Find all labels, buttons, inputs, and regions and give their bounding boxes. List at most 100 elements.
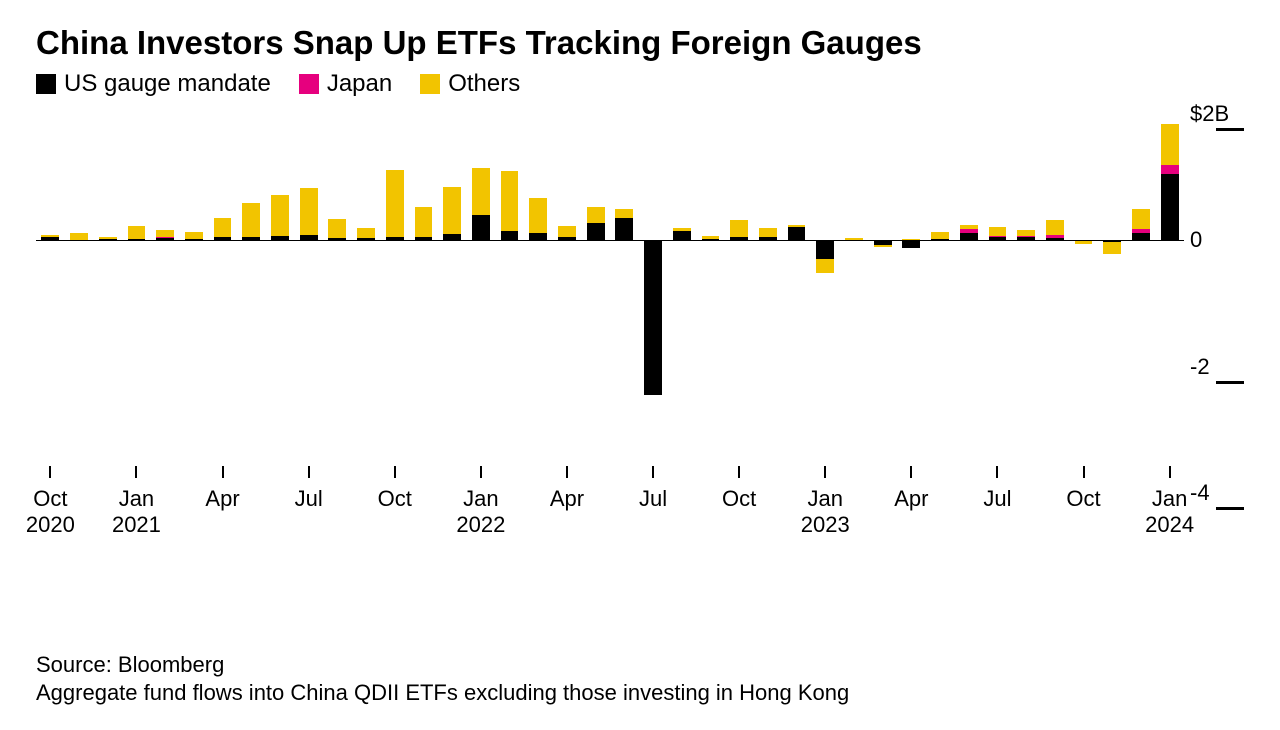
bar-segment-others [673,228,691,231]
bar-column [874,108,892,518]
x-tick-label: Jan 2021 [112,486,161,539]
bar-segment-others [529,198,547,233]
bar-column [1132,108,1150,518]
bar-column [1017,108,1035,518]
bar-segment-others [759,228,777,237]
bar-segment-others [214,218,232,237]
y-tick-label: $2B [1190,101,1244,127]
bar-column [386,108,404,518]
bar-column [673,108,691,518]
bar-column [989,108,1007,518]
bar-segment-others [615,209,633,218]
bar-segment-japan [960,229,978,233]
bar-segment-us [615,218,633,240]
bar-segment-others [328,219,346,238]
bar-column [1161,108,1179,518]
y-tick-mark [1216,128,1244,131]
bar-segment-japan [989,236,1007,237]
bar-segment-others [587,207,605,223]
bar-segment-others [558,226,576,237]
bar-column [587,108,605,518]
bar-column [529,108,547,518]
bar-segment-us [1132,233,1150,241]
bar-column [70,108,88,518]
bar-segment-japan [1017,236,1035,237]
bar-column [99,108,117,518]
bar-segment-others [816,259,834,273]
x-tick-mark [1083,466,1085,478]
bar-column [816,108,834,518]
bar-column [788,108,806,518]
bar-segment-us [587,223,605,241]
chart-plot-wrap: $2B0-2-4 Oct 2020Jan 2021AprJulOctJan 20… [36,108,1244,578]
bar-segment-us [529,233,547,241]
bar-segment-us [1161,174,1179,240]
bar-segment-others [185,232,203,238]
bar-segment-others [386,170,404,236]
bar-segment-others [415,207,433,237]
bar-segment-others [1132,209,1150,229]
y-tick-label: -4 [1190,480,1244,506]
bar-segment-others [501,171,519,231]
bar-segment-others [128,226,146,239]
chart-footer: Source: Bloomberg Aggregate fund flows i… [36,651,849,708]
x-tick-mark [49,466,51,478]
x-tick-label: Jan 2024 [1145,486,1194,539]
x-tick-label: Jan 2022 [456,486,505,539]
bar-segment-others [472,168,490,215]
x-tick-mark [910,466,912,478]
x-tick-label: Oct [1066,486,1100,512]
bar-segment-us [673,231,691,240]
bar-column [443,108,461,518]
bar-segment-us [644,240,662,395]
bar-column [702,108,720,518]
bar-segment-others [874,245,892,248]
x-tick-mark [480,466,482,478]
bar-segment-others [156,230,174,236]
bar-column [128,108,146,518]
bar-column [931,108,949,518]
bar-segment-others [931,232,949,238]
bar-segment-others [271,195,289,236]
x-tick-label: Oct [378,486,412,512]
bar-column [845,108,863,518]
chart-container: China Investors Snap Up ETFs Tracking Fo… [0,0,1280,730]
legend-label-others: Others [448,70,520,98]
bar-column [1046,108,1064,518]
x-tick-mark [1169,466,1171,478]
x-tick-label: Jul [639,486,667,512]
chart-plot: $2B0-2-4 Oct 2020Jan 2021AprJulOctJan 20… [36,108,1184,518]
bar-column [357,108,375,518]
bar-segment-us [472,215,490,240]
x-tick-label: Apr [550,486,584,512]
legend-item-others: Others [420,70,520,98]
bar-column [759,108,777,518]
bar-segment-us [902,240,920,248]
x-tick-mark [738,466,740,478]
y-tick-label: -2 [1190,354,1244,380]
note-line: Aggregate fund flows into China QDII ETF… [36,679,849,708]
bar-column [415,108,433,518]
bar-column [300,108,318,518]
x-tick-label: Apr [894,486,928,512]
bar-column [271,108,289,518]
bar-segment-others [702,236,720,239]
chart-legend: US gauge mandate Japan Others [36,70,1244,98]
bar-segment-others [1017,230,1035,236]
bar-segment-japan [1132,229,1150,233]
x-tick-mark [394,466,396,478]
bar-segment-others [357,228,375,237]
bar-segment-us [501,231,519,240]
x-tick-mark [566,466,568,478]
bar-segment-us [788,227,806,241]
legend-label-japan: Japan [327,70,392,98]
x-tick-label: Jul [983,486,1011,512]
bar-column [328,108,346,518]
y-tick-mark [1216,507,1244,510]
x-tick-mark [824,466,826,478]
bar-segment-others [70,233,88,241]
x-tick-mark [996,466,998,478]
x-tick-label: Apr [205,486,239,512]
y-tick-mark [1216,381,1244,384]
bar-segment-japan [156,237,174,238]
